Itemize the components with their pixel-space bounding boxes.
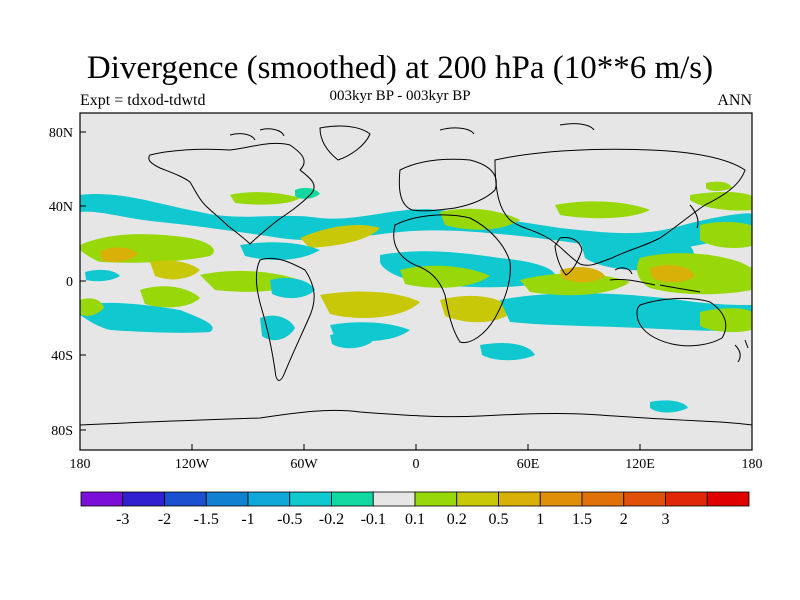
colorbar-label: 0.2 — [447, 511, 467, 528]
colorbar-swatch — [247, 491, 291, 507]
lon-label-0: 0 — [413, 457, 420, 472]
contour-green-south-pacific — [140, 286, 200, 308]
map-title: Divergence (smoothed) at 200 hPa (10**6 … — [86, 50, 714, 86]
colorbar-label: 3 — [662, 511, 670, 528]
colorbar-label: 2 — [620, 511, 628, 528]
colorbar-label: 0.1 — [405, 511, 425, 528]
contour-green-west-pacific — [700, 222, 752, 248]
contour-green-south-atlantic — [320, 291, 420, 318]
coast-arctic-islands — [229, 123, 595, 141]
lat-label-40n: 40N — [49, 200, 73, 215]
colorbar-swatch — [539, 491, 583, 507]
contour-green-west-south — [80, 298, 104, 316]
lat-label-80s: 80S — [51, 424, 73, 439]
contour-cyan-north — [80, 193, 752, 250]
coast-antarctica — [80, 409, 752, 426]
contour-green-pacific-n — [690, 192, 752, 211]
contour-green-maritime — [637, 253, 752, 295]
coast-indonesia — [609, 267, 701, 293]
colorbar-swatch — [289, 491, 332, 507]
coast-south-america — [255, 257, 315, 381]
lat-label-0: 0 — [66, 275, 73, 290]
map-subtitle: 003kyr BP - 003kyr BP — [329, 88, 471, 104]
contour-green-north — [230, 192, 300, 205]
coastlines — [80, 123, 752, 426]
coast-north-america — [148, 142, 315, 245]
lon-label-180e: 180 — [742, 457, 763, 472]
colorbar-label: -1 — [241, 511, 254, 528]
lat-label-80n: 80N — [49, 126, 73, 141]
lon-label-60w: 60W — [290, 457, 318, 472]
colorbar-swatch — [623, 491, 666, 507]
coast-australia — [636, 297, 727, 347]
colorbar-swatch — [706, 491, 750, 507]
colorbar-swatch — [80, 491, 124, 507]
lon-label-120w: 120W — [175, 457, 210, 472]
contour-green-indian — [520, 273, 630, 296]
lon-label-120e: 120E — [625, 457, 655, 472]
lon-label-60e: 60E — [517, 457, 540, 472]
contour-cyan-s-america-2 — [270, 278, 315, 299]
contour-cyan-south-indian — [480, 343, 535, 361]
colorbar-swatch — [122, 491, 165, 507]
experiment-label: Expt = tdxod-tdwtd — [80, 92, 206, 109]
contour-green-asia — [555, 201, 650, 219]
contour-cyan-southern-indian — [650, 400, 688, 413]
colorbar-label: -0.1 — [361, 511, 386, 528]
contour-cyan-indian — [500, 293, 752, 331]
contour-cyan-eq-pacific — [85, 269, 120, 282]
contour-green-asia-north — [706, 181, 732, 191]
colorbar-swatch — [331, 491, 374, 507]
colorbar-swatch — [456, 491, 499, 507]
contour-green-east-pac — [150, 260, 200, 280]
colorbar-swatch — [372, 491, 416, 507]
contour-green-africa — [400, 265, 490, 288]
colorbar-label: 1.5 — [572, 511, 592, 528]
colorbar-swatch — [581, 491, 625, 507]
coast-new-zealand — [734, 339, 749, 363]
lat-axis: 80N 40N 0 40S 80S — [49, 126, 86, 439]
contour-orange-tropical-pacific — [100, 247, 138, 262]
colorbar-swatch — [205, 491, 249, 507]
coast-europe — [398, 158, 497, 212]
contour-cyan-central — [240, 242, 320, 260]
colorbar-label: 0.5 — [489, 511, 509, 528]
coast-india — [554, 237, 583, 276]
season-label: ANN — [717, 92, 752, 109]
colorbar-swatch — [414, 491, 458, 507]
colorbar-label: -2 — [158, 511, 171, 528]
colorbar-label: -0.5 — [277, 511, 302, 528]
coast-asia — [494, 148, 746, 266]
colorbar-swatch — [665, 491, 708, 507]
contour-green-atlantic — [300, 225, 380, 248]
contour-cyan-south-pacific — [80, 302, 213, 333]
lon-axis: 180 120W 60W 0 60E 120E 180 — [70, 444, 763, 472]
colorbar-label: -3 — [116, 511, 129, 528]
colorbar: -3 -2 -1.5 -1 -0.5 -0.2 -0.1 0.1 0.2 0.5 1 1.5 2 3 — [80, 491, 750, 528]
lat-label-40s: 40S — [51, 349, 73, 364]
lon-label-180w: 180 — [70, 457, 91, 472]
contour-green-sw-pacific — [700, 308, 752, 333]
contour-cyan-southern-ocean — [330, 332, 372, 349]
colorbar-label: -1.5 — [194, 511, 219, 528]
contour-orange-maritime — [650, 265, 695, 283]
colorbar-swatch — [164, 491, 207, 507]
colorbar-label: -0.2 — [319, 511, 344, 528]
colorbar-label: 1 — [536, 511, 544, 528]
coast-japan — [689, 204, 699, 229]
coast-greenland — [319, 125, 371, 161]
divergence-field — [80, 113, 752, 450]
contour-green-europe — [440, 208, 520, 230]
coast-africa — [393, 214, 511, 344]
colorbar-swatch — [498, 491, 541, 507]
